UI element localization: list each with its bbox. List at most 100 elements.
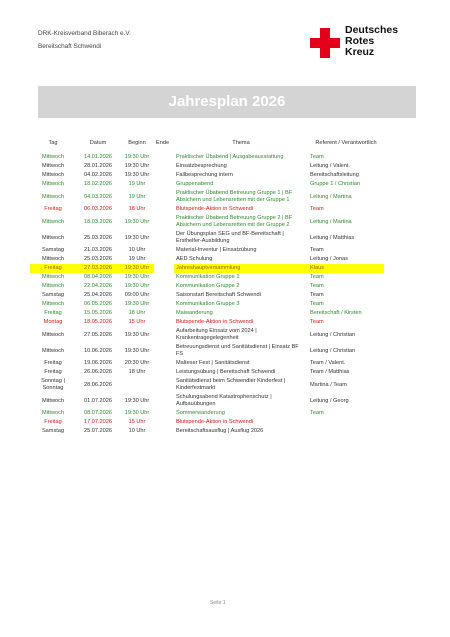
cell-thema: Schulungsabend Katastrophenschutz | Aufb… (176, 394, 272, 407)
cell-thema: Blutspende-Aktion in Schwendi (176, 319, 254, 325)
logo-line-3: Kreuz (345, 46, 375, 58)
cell-thema: Gruppenabend (176, 181, 214, 187)
cell-thema: Praktischer Übabend Betreuung Gruppe 1 |… (176, 190, 293, 203)
logo-text: Deutsches Rotes Kreuz (345, 25, 398, 58)
cell-thema: Einsatzbesprechung (176, 163, 227, 169)
cell-datum: 04.03.2026 (84, 193, 112, 200)
cell-beginn: 19:30 Uhr (124, 283, 150, 289)
table-row: Samstag 25.04.2026 09:00 Uhr Saisonstart Be… (30, 291, 384, 300)
cell-datum: 06.03.2026 (84, 206, 112, 212)
cell-beginn: 19:30 Uhr (124, 154, 150, 160)
cell-ver: Team (310, 206, 324, 212)
cell-thema: Saisonstart Bereitschaft Schwendi (176, 292, 261, 298)
cell-ende (154, 343, 174, 359)
cell-datum: 21.03.2026 (84, 247, 112, 253)
cell-tag: Montag (43, 319, 63, 325)
table-row: Freitag 17.07.2026 15 Uhr Blutspende-Aktion… (30, 418, 384, 427)
cell-beginn: 19:30 Uhr (124, 397, 150, 404)
table-row: Freitag 27.03.2026 19:30 Uhr Jahreshauptver… (30, 264, 384, 273)
cell-ver: Klaus (308, 264, 384, 273)
cell-ende (154, 318, 174, 327)
cell-ende (154, 377, 174, 393)
cell-ende (154, 282, 174, 291)
cell-tag: Mittwoch (41, 181, 65, 187)
cell-ende (154, 255, 174, 264)
cell-datum: 06.05.2026 (84, 301, 112, 307)
cell-datum: 08.04.2026 (84, 274, 112, 280)
cell-ende (154, 189, 174, 205)
cell-thema: Maiwanderung (176, 310, 213, 316)
red-cross-icon (310, 28, 340, 58)
cell-datum: 27.05.2026 (84, 331, 112, 338)
header-tag: Tag (48, 139, 58, 146)
cell-ver: Leitung / Matthias (310, 234, 355, 241)
cell-tag: Mittwoch (41, 301, 65, 307)
cell-thema: Kommunikation Gruppe 3 (176, 301, 240, 307)
cell-thema: Kommunikation Gruppe 2 (176, 283, 240, 289)
table-row: Freitag 15.05.2026 18 Uhr Maiwanderung Berei… (30, 309, 384, 318)
table-row: Mittwoch 06.05.2026 19:30 Uhr Kommunikation… (30, 300, 384, 309)
cell-ende (154, 300, 174, 309)
cell-thema: Praktischer Übabend | Ausgabeausstattung (176, 154, 284, 160)
cell-ver: Team (310, 301, 324, 307)
cell-thema: Material-Inventur | Einsatzübung (176, 247, 257, 253)
cell-ende (154, 418, 174, 427)
logo-line-1: Deutsches (345, 24, 399, 36)
cell-datum: 25.04.2026 (84, 292, 112, 298)
cell-beginn: 18 Uhr (128, 369, 146, 375)
header-beginn: Beginn (128, 139, 146, 146)
cell-beginn: 20:30 Uhr (124, 360, 150, 366)
table-row: Samstag 21.03.2026 10 Uhr Material-Inventur… (30, 246, 384, 255)
cell-ver: Leitung / Martina (310, 218, 352, 225)
cell-tag: Samstag (41, 292, 65, 298)
cell-tag: Mittwoch (41, 163, 65, 169)
cell-beginn: 19:30 Uhr (120, 264, 154, 273)
table-row: Freitag 06.03.2026 18 Uhr Blutspende-Aktion… (30, 205, 384, 214)
table-row: Mittwoch 25.03.2026 19 Uhr AED Schulung Leit… (30, 255, 384, 264)
cell-datum: 15.05.2026 (84, 310, 112, 316)
cell-ver: Team (310, 292, 324, 298)
cell-ende (154, 309, 174, 318)
logo-line-2: Rotes (345, 35, 375, 47)
cell-tag: Mittwoch (41, 274, 65, 280)
cell-ver: Team / Matthias (310, 369, 350, 375)
cell-thema: Blutspende-Aktion in Schwendi (176, 206, 254, 212)
cell-ende (154, 153, 174, 162)
page-number: Seite 1 (210, 600, 226, 606)
page-title: Jahresplan 2026 (168, 93, 286, 110)
table-row: Mittwoch 01.07.2026 19:30 Uhr Schulungsaben… (30, 393, 384, 409)
cell-thema: Sanitätsdienst beim Schwendier Kinderfes… (176, 378, 286, 391)
cell-ende (154, 214, 174, 230)
table-row: Mittwoch 10.06.2026 19:30 Uhr Betreuungsdie… (30, 343, 384, 359)
cell-datum: 25.07.2026 (84, 428, 112, 434)
table-row: Sonntag | Sonntag 28.06.2026 Sanitätsdiens… (30, 377, 384, 393)
cell-tag: Freitag (44, 206, 62, 212)
table-row: Mittwoch 22.04.2026 19:30 Uhr Kommunikation… (30, 282, 384, 291)
cell-ver: Gruppe 1 / Christian (310, 181, 361, 187)
cell-datum: 04.02.2026 (84, 172, 112, 178)
cell-beginn: 19:30 Uhr (124, 172, 150, 178)
cell-datum: 28.01.2026 (84, 163, 112, 169)
title-banner: Jahresplan 2026 (38, 86, 416, 118)
cell-ver: Team / Valent. (310, 360, 346, 366)
cell-tag: Samstag (41, 247, 65, 253)
cell-ver: Leitung / Christian (310, 331, 356, 338)
cell-ende (154, 393, 174, 409)
cell-beginn: 19 Uhr (128, 256, 146, 262)
cell-beginn: 09:00 Uhr (124, 292, 150, 298)
cell-datum: 26.06.2026 (84, 369, 112, 375)
cell-thema: Praktischer Übabend Betreuung Gruppe 2 |… (176, 215, 293, 228)
cell-ver: Team (310, 283, 324, 289)
cell-beginn: 19:30 Uhr (124, 410, 150, 416)
cell-tag: Freitag (44, 360, 62, 366)
org-line-2: Bereitschaft Schwendi (38, 43, 102, 50)
table-header-row: Tag Datum Beginn Ende Thema Referent / V… (30, 133, 384, 153)
cell-beginn: 19:30 Uhr (124, 218, 150, 225)
cell-beginn: 19:30 Uhr (124, 347, 150, 354)
cell-datum: 18.02.2026 (84, 181, 112, 187)
cell-thema: Leistungsübung | Bereitschaft Schwendi (176, 369, 276, 375)
cell-tag: Mittwoch (41, 347, 65, 354)
cell-tag: Mittwoch (41, 397, 65, 404)
cell-datum: 18.05.2026 (84, 319, 112, 325)
header-datum: Datum (89, 139, 107, 146)
